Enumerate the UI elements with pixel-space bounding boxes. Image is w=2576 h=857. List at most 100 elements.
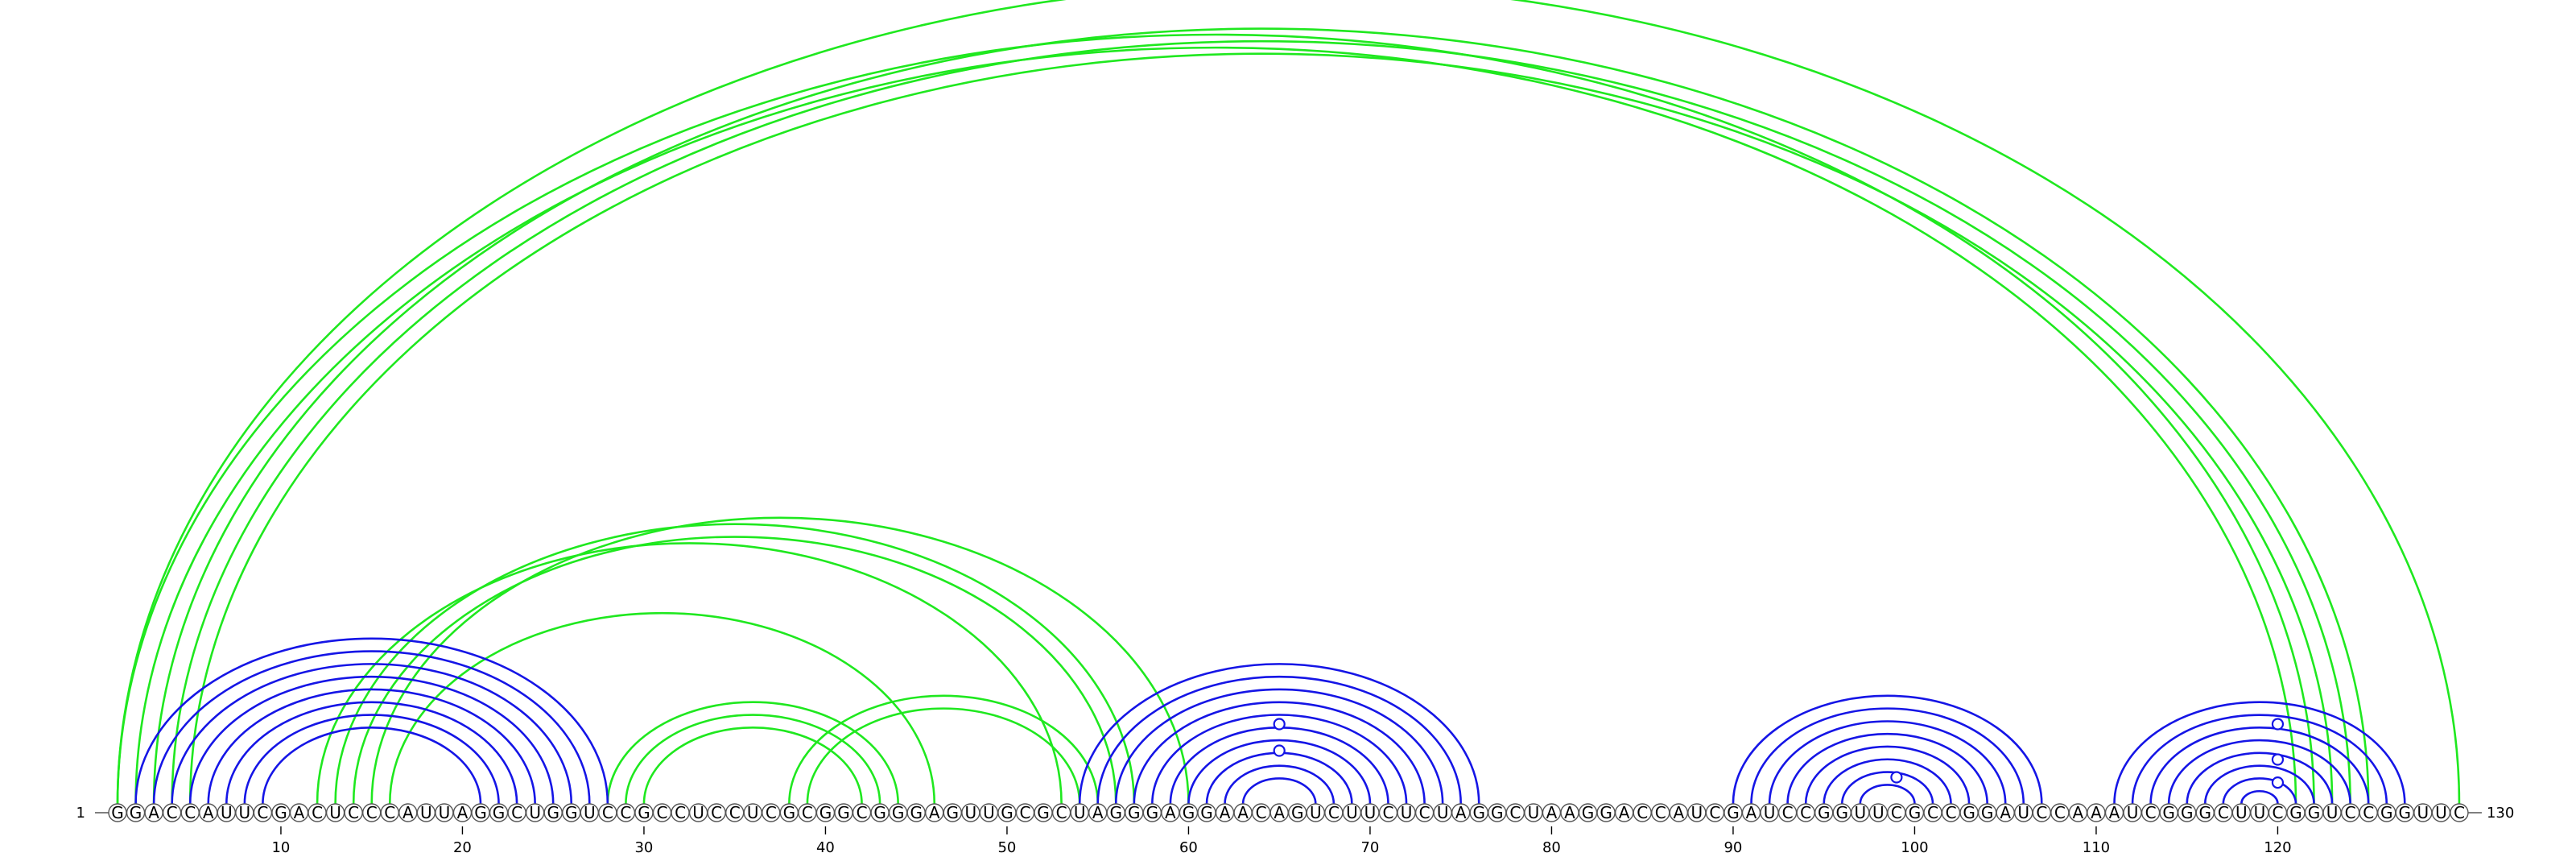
nucleotide-127: G: [2395, 803, 2415, 822]
nucleotide-120: C: [2268, 803, 2288, 822]
primary-arc-117-121: [2222, 777, 2297, 805]
nucleotide-letter: U: [221, 803, 233, 822]
nucleotide-46: A: [925, 803, 944, 822]
nucleotide-letter: C: [2145, 803, 2157, 822]
nucleotide-letter: C: [1782, 803, 1794, 822]
nucleotide-67: U: [1306, 803, 1326, 822]
nucleotide-letter: C: [511, 803, 522, 822]
nucleotide-129: U: [2431, 803, 2451, 822]
primary-arc-57-73: [1133, 701, 1426, 805]
nucleotide-letter: U: [1691, 803, 1703, 822]
nucleotide-45: G: [906, 803, 926, 822]
nucleotide-letter: C: [602, 803, 613, 822]
nucleotide-43: G: [870, 803, 890, 822]
nucleotide-73: C: [1414, 803, 1435, 822]
nucleotide-12: C: [308, 803, 327, 822]
nucleotide-letter: C: [766, 803, 777, 822]
nucleotide-letter: G: [2199, 803, 2212, 822]
nucleotide-letter: U: [2235, 803, 2248, 822]
primary-arc-114-124: [2167, 739, 2351, 805]
nucleotide-114: G: [2159, 803, 2178, 822]
nucleotide-letter: G: [2181, 803, 2194, 822]
nucleotide-letter: G: [1291, 803, 1304, 822]
nucleotide-letter: A: [2109, 803, 2120, 822]
tick-label-50: 50: [997, 839, 1016, 856]
nucleotide-44: G: [888, 803, 908, 822]
nucleotide-letter: C: [1383, 803, 1394, 822]
nucleotide-64: C: [1251, 803, 1271, 822]
tick-label-30: 30: [634, 839, 653, 856]
nucleotide-letter: G: [1600, 803, 1612, 822]
arc-marker: [1890, 771, 1903, 784]
nucleotide-letter: G: [819, 803, 832, 822]
arc-marker: [2271, 776, 2285, 789]
nucleotide-letter: C: [2454, 803, 2465, 822]
nucleotide-86: C: [1651, 803, 1670, 822]
secondary-arc-14-56: [352, 536, 1117, 805]
nucleotide-letter: C: [1020, 803, 1031, 822]
tick-label-20: 20: [453, 839, 472, 856]
nucleotide-108: C: [2050, 803, 2070, 822]
nucleotide-71: C: [1378, 803, 1398, 822]
nucleotide-88: U: [1687, 803, 1707, 822]
nucleotide-95: G: [1814, 803, 1834, 822]
nucleotide-letter: G: [1491, 803, 1504, 822]
nucleotide-letter: A: [2073, 803, 2084, 822]
nucleotide-letter: G: [1128, 803, 1141, 822]
nucleotide-35: C: [725, 803, 745, 822]
nucleotide-69: U: [1342, 803, 1362, 822]
nucleotide-117: C: [2214, 803, 2233, 822]
nucleotide-letter: C: [384, 803, 395, 822]
nucleotide-53: C: [1051, 803, 1071, 822]
nucleotide-letter: C: [1637, 803, 1648, 822]
nucleotide-letter: C: [857, 803, 868, 822]
nucleotide-letter: A: [1564, 803, 1575, 822]
nucleotide-48: U: [961, 803, 980, 822]
secondary-arc-4-124: [171, 39, 2351, 805]
tick-label-120: 120: [2264, 839, 2291, 856]
nucleotide-24: U: [525, 803, 545, 822]
nucleotide-letter: G: [493, 803, 506, 822]
secondary-arc-1-130: [116, 0, 2461, 805]
nucleotide-letter: C: [2036, 803, 2047, 822]
nucleotide-105: A: [1996, 803, 2015, 822]
nucleotide-letter: U: [983, 803, 995, 822]
primary-arc-7-23: [225, 701, 518, 805]
nucleotide-91: A: [1741, 803, 1761, 822]
nucleotide-letter: G: [1037, 803, 1050, 822]
primary-arc-6-24: [207, 688, 536, 805]
nucleotide-letter: A: [1673, 803, 1684, 822]
nucleotide-letter: U: [1346, 803, 1358, 822]
primary-arc-9-21: [262, 726, 482, 805]
nucleotide-letter: G: [2289, 803, 2302, 822]
nucleotide-39: C: [798, 803, 817, 822]
nucleotide-letter: G: [547, 803, 559, 822]
arc-marker: [1273, 744, 1286, 757]
nucleotide-85: C: [1633, 803, 1652, 822]
secondary-arc-28-44: [606, 701, 899, 805]
nucleotide-letter: G: [1818, 803, 1831, 822]
nucleotide-letter: U: [2017, 803, 2029, 822]
nucleotide-letter: G: [1727, 803, 1740, 822]
nucleotide-letter: C: [1927, 803, 1938, 822]
nucleotide-letter: C: [2345, 803, 2356, 822]
arc-marker: [2271, 718, 2285, 731]
nucleotide-letter: U: [2435, 803, 2447, 822]
nucleotide-25: G: [543, 803, 563, 822]
primary-arc-3-27: [152, 650, 591, 805]
primary-arc-90-107: [1732, 694, 2043, 805]
nucleotide-17: A: [398, 803, 418, 822]
tick-label-10: 10: [271, 839, 290, 856]
nucleotide-89: C: [1705, 803, 1725, 822]
nucleotide-letter: C: [729, 803, 741, 822]
nucleotide-letter: G: [1473, 803, 1486, 822]
tick-label-70: 70: [1360, 839, 1379, 856]
nucleotide-letter: C: [2363, 803, 2374, 822]
nucleotide-16: C: [380, 803, 399, 822]
nucleotide-letter: A: [2000, 803, 2011, 822]
nucleotide-letter: C: [1946, 803, 1957, 822]
nucleotide-letter: G: [111, 803, 124, 822]
nucleotide-23: C: [507, 803, 526, 822]
